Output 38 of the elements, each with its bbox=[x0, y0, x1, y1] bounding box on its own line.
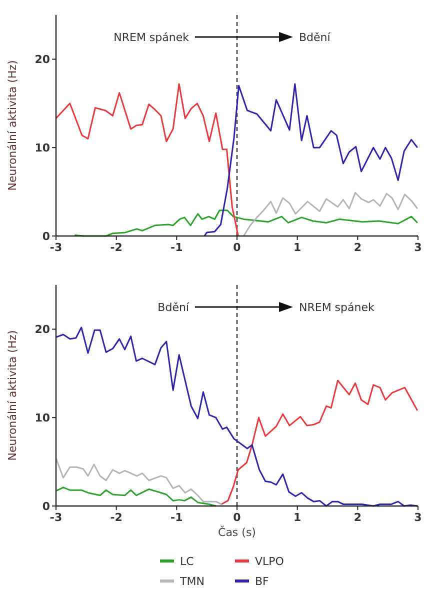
x-tick-label: 0 bbox=[233, 511, 242, 524]
x-tick-label: 1 bbox=[294, 241, 302, 254]
x-tick-label: -2 bbox=[110, 241, 122, 254]
line-series bbox=[55, 458, 222, 505]
legend-label: LC bbox=[180, 554, 194, 568]
y-tick-label: 20 bbox=[34, 323, 50, 336]
line-series bbox=[220, 380, 418, 505]
x-tick-label: -1 bbox=[170, 511, 183, 524]
line-series bbox=[74, 210, 418, 237]
annotation: NREM spánek bbox=[114, 30, 190, 44]
x-tick-label: 2 bbox=[354, 511, 362, 524]
y-tick-label: 0 bbox=[42, 230, 50, 243]
x-tick-label: -1 bbox=[170, 241, 183, 254]
line-series bbox=[204, 83, 418, 237]
y-tick-label: 20 bbox=[34, 53, 50, 66]
y-axis-title: Neuronální aktivita (Hz) bbox=[6, 60, 19, 191]
y-tick-label: 10 bbox=[34, 411, 50, 424]
annotation: NREM spánek bbox=[299, 300, 375, 314]
x-tick-label: -3 bbox=[50, 511, 62, 524]
line-series bbox=[55, 83, 239, 237]
legend-label: BF bbox=[255, 574, 269, 588]
x-tick-label: 3 bbox=[414, 511, 422, 524]
x-tick-label: -3 bbox=[50, 241, 62, 254]
annotation: Bdění bbox=[299, 30, 332, 44]
x-tick-label: 3 bbox=[414, 241, 422, 254]
line-series bbox=[242, 192, 418, 237]
x-tick-label: -2 bbox=[110, 511, 122, 524]
x-axis-title: Čas (s) bbox=[218, 525, 256, 539]
line-series bbox=[55, 486, 217, 507]
legend-label: VLPO bbox=[255, 554, 284, 568]
x-tick-label: 2 bbox=[354, 241, 362, 254]
y-tick-label: 0 bbox=[42, 500, 50, 513]
x-tick-label: 0 bbox=[233, 241, 242, 254]
x-tick-label: 1 bbox=[294, 511, 302, 524]
y-axis-title: Neuronální aktivita (Hz) bbox=[6, 330, 19, 461]
legend-label: TMN bbox=[179, 574, 204, 588]
y-tick-label: 10 bbox=[34, 141, 50, 154]
annotation: Bdění bbox=[158, 300, 190, 314]
